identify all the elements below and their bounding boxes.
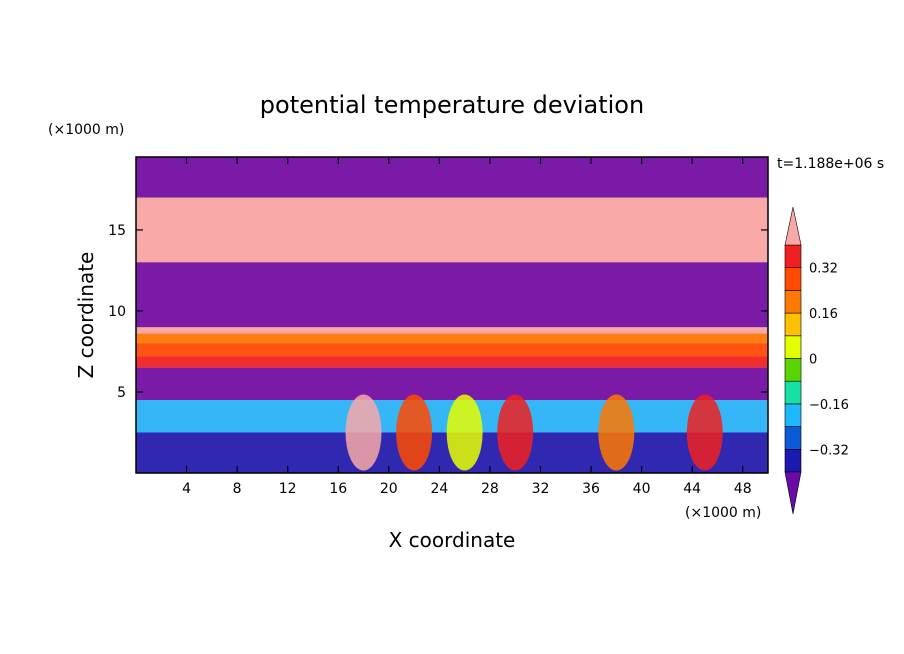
field-band	[136, 333, 768, 344]
colorbar-segment	[784, 403, 802, 427]
y-axis-label: Z coordinate	[74, 252, 98, 379]
colorbar-low-arrow	[784, 471, 802, 515]
y-tick-label: 10	[108, 304, 126, 320]
x-tick-label: 32	[532, 481, 550, 497]
x-tick-label: 20	[380, 481, 398, 497]
colorbar-segment	[784, 244, 802, 269]
colorbar-label: 0.16	[809, 307, 838, 322]
x-tick-label: 44	[683, 481, 701, 497]
x-tick-label: 24	[430, 481, 448, 497]
time-label: t=1.188e+06 s	[777, 156, 884, 172]
plume	[446, 394, 483, 471]
x-tick-label: 28	[481, 481, 499, 497]
colorbar-segment	[784, 358, 802, 382]
plot-frame	[135, 156, 769, 474]
colorbar-segment	[784, 267, 802, 291]
colorbar-label: −0.16	[809, 398, 849, 413]
plume	[497, 394, 534, 471]
y-tick-label: 5	[117, 385, 126, 401]
field-band	[136, 343, 768, 357]
y-unit-label: (×1000 m)	[48, 122, 124, 138]
plume	[345, 394, 382, 471]
y-axis-ticks: 5 10 15	[108, 223, 768, 401]
x-axis-label: X coordinate	[389, 528, 516, 552]
plume	[686, 394, 723, 471]
colorbar-label: −0.32	[809, 443, 849, 458]
field-band	[136, 367, 768, 401]
x-tick-label: 16	[329, 481, 347, 497]
x-tick-label: 8	[233, 481, 242, 497]
colorbar-segment	[784, 448, 802, 473]
colorbar-segment	[784, 380, 802, 405]
colorbar	[784, 206, 802, 515]
plume	[396, 394, 433, 471]
colorbar-high-arrow	[784, 206, 802, 246]
chart-title: potential temperature deviation	[260, 91, 644, 119]
plume	[598, 394, 635, 471]
colorbar-labels: 0.32 0.16 0 −0.16 −0.32	[809, 262, 849, 459]
field-band	[136, 157, 768, 198]
x-tick-label: 36	[582, 481, 600, 497]
x-tick-label: 12	[279, 481, 297, 497]
field-band	[136, 262, 768, 328]
x-tick-label: 48	[734, 481, 752, 497]
x-tick-label: 4	[182, 481, 191, 497]
x-axis-ticks: 4 8 12 16 20 24 28 32 36 40 44 48	[182, 157, 752, 497]
plot-field	[136, 157, 768, 473]
field-band	[136, 205, 768, 255]
colorbar-segment	[784, 290, 802, 314]
colorbar-segment	[784, 335, 802, 359]
y-tick-label: 15	[108, 223, 126, 239]
colorbar-segment	[784, 426, 802, 450]
colorbar-segment	[784, 312, 802, 337]
field-band	[136, 356, 768, 368]
colorbar-label: 0.32	[809, 262, 838, 277]
colorbar-label: 0	[809, 353, 817, 368]
x-unit-label: (×1000 m)	[685, 505, 761, 521]
x-tick-label: 40	[633, 481, 651, 497]
